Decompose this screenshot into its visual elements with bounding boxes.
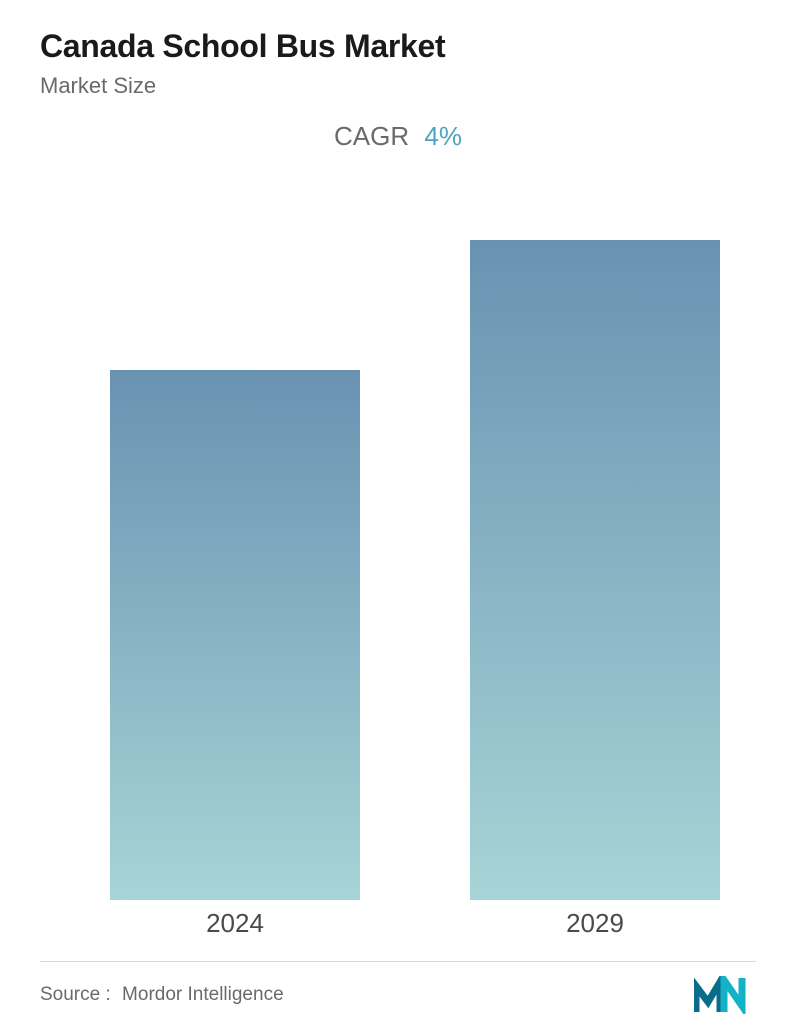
source-text: Source : Mordor Intelligence — [40, 984, 284, 1006]
chart-title: Canada School Bus Market — [40, 28, 756, 65]
bar-2024 — [110, 370, 360, 900]
cagr-row: CAGR 4% — [40, 121, 756, 152]
brand-logo-icon — [694, 976, 756, 1014]
bar-2029 — [470, 240, 720, 900]
cagr-value: 4% — [424, 121, 462, 151]
source-name: Mordor Intelligence — [122, 984, 284, 1005]
cagr-label: CAGR — [334, 121, 409, 151]
bar-label-2029: 2029 — [470, 908, 720, 939]
bar-chart: 20242029 — [70, 240, 730, 900]
chart-card: Canada School Bus Market Market Size CAG… — [0, 0, 796, 1034]
chart-subtitle: Market Size — [40, 73, 756, 99]
source-row: Source : Mordor Intelligence — [40, 961, 756, 1014]
source-label: Source : — [40, 984, 111, 1005]
bar-label-2024: 2024 — [110, 908, 360, 939]
